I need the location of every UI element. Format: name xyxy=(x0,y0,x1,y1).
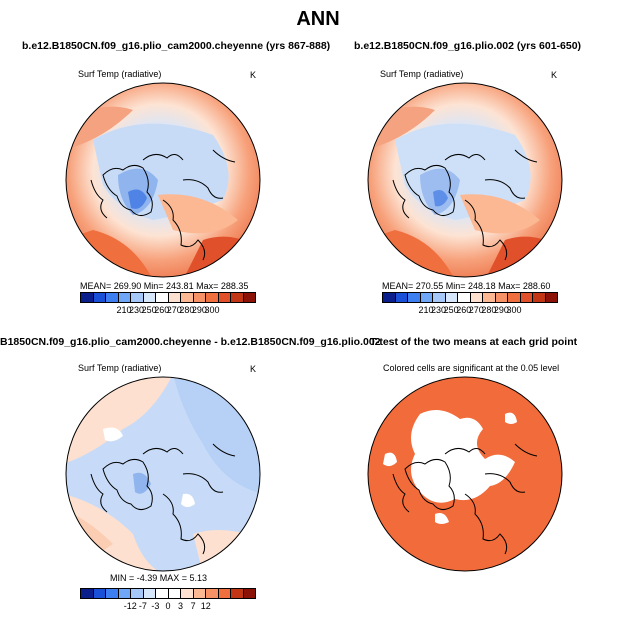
colorbar-swatch xyxy=(156,589,169,598)
colorbar-tick-label: 210 xyxy=(116,305,132,315)
panel-3-subtitle: Surf Temp (radiative) xyxy=(78,363,162,373)
colorbar-tick-label: 230 xyxy=(129,305,145,315)
colorbar-swatch xyxy=(408,293,421,302)
colorbar-swatch xyxy=(131,293,144,302)
panel-2-subtitle: Surf Temp (radiative) xyxy=(380,69,464,79)
colorbar-swatch xyxy=(206,293,219,302)
colorbar-swatch xyxy=(231,293,244,302)
colorbar-swatch xyxy=(106,589,119,598)
colorbar-swatch xyxy=(433,293,446,302)
colorbar-swatch xyxy=(420,293,433,302)
colorbar-swatch xyxy=(383,293,396,302)
panel-1-colorbar xyxy=(80,292,256,303)
colorbar-swatch xyxy=(445,293,458,302)
colorbar-tick-label: 280 xyxy=(179,305,195,315)
colorbar-swatch xyxy=(93,589,106,598)
panel-3-title: B1850CN.f09_g16.plio_cam2000.cheyenne - … xyxy=(0,336,381,348)
colorbar-tick-label: 260 xyxy=(456,305,472,315)
panel-3-units: K xyxy=(250,364,257,374)
colorbar-swatch xyxy=(168,293,181,302)
colorbar-swatch xyxy=(193,589,206,598)
colorbar-swatch xyxy=(545,293,557,302)
colorbar-swatch xyxy=(143,293,156,302)
colorbar-tick-label: 0 xyxy=(165,601,171,611)
colorbar-swatch xyxy=(118,589,131,598)
colorbar-swatch xyxy=(181,589,194,598)
colorbar-swatch xyxy=(131,589,144,598)
colorbar-swatch xyxy=(81,589,94,598)
colorbar-tick-label: 210 xyxy=(418,305,434,315)
panel-3-stats: MIN = -4.39 MAX = 5.13 xyxy=(110,573,208,583)
colorbar-swatch xyxy=(156,293,169,302)
colorbar-swatch xyxy=(495,293,508,302)
colorbar-tick-label: 270 xyxy=(166,305,182,315)
panel-3-polar-map xyxy=(65,376,261,572)
colorbar-swatch xyxy=(218,293,231,302)
colorbar-tick-label: 7 xyxy=(190,601,196,611)
colorbar-swatch xyxy=(243,589,255,598)
colorbar-swatch xyxy=(483,293,496,302)
colorbar-swatch xyxy=(193,293,206,302)
colorbar-swatch xyxy=(218,589,231,598)
colorbar-swatch xyxy=(470,293,483,302)
colorbar-tick-label: 12 xyxy=(200,601,211,611)
panel-2-colorbar xyxy=(382,292,558,303)
panel-2-units: K xyxy=(551,70,558,80)
panel-2-stats: MEAN= 270.55 Min= 248.18 Max= 288.60 xyxy=(382,281,551,291)
colorbar-swatch xyxy=(508,293,521,302)
colorbar-tick-label: 300 xyxy=(506,305,522,315)
colorbar-swatch xyxy=(231,589,244,598)
colorbar-swatch xyxy=(143,589,156,598)
colorbar-tick-label: 270 xyxy=(468,305,484,315)
panel-4-significance-map xyxy=(367,376,563,572)
panel-3-colorbar xyxy=(80,588,256,599)
panel-1-polar-map xyxy=(65,82,261,278)
colorbar-swatch xyxy=(81,293,94,302)
panel-1-stats: MEAN= 269.90 Min= 243.81 Max= 288.35 xyxy=(80,281,249,291)
panel-1-colorbar-ticks: 210 230 250 260 270 280 290 300 xyxy=(80,305,256,317)
colorbar-swatch xyxy=(243,293,255,302)
panel-2-colorbar-ticks: 210 230 250 260 270 280 290 300 xyxy=(382,305,558,317)
colorbar-tick-label: 250 xyxy=(443,305,459,315)
colorbar-tick-label: 260 xyxy=(154,305,170,315)
colorbar-tick-label: 300 xyxy=(204,305,220,315)
colorbar-tick-label: 230 xyxy=(431,305,447,315)
colorbar-tick-label: 3 xyxy=(178,601,184,611)
panel-1-units: K xyxy=(250,70,257,80)
colorbar-tick-label: 250 xyxy=(141,305,157,315)
colorbar-swatch xyxy=(206,589,219,598)
colorbar-tick-label: 290 xyxy=(493,305,509,315)
colorbar-swatch xyxy=(93,293,106,302)
colorbar-swatch xyxy=(118,293,131,302)
main-title: ANN xyxy=(296,8,340,30)
colorbar-swatch xyxy=(181,293,194,302)
colorbar-swatch xyxy=(395,293,408,302)
colorbar-tick-label: 280 xyxy=(481,305,497,315)
colorbar-tick-label: -12 xyxy=(123,601,137,611)
panel-1-subtitle: Surf Temp (radiative) xyxy=(78,69,162,79)
colorbar-swatch xyxy=(533,293,546,302)
colorbar-swatch xyxy=(106,293,119,302)
colorbar-swatch xyxy=(168,589,181,598)
panel-4-subtitle: Colored cells are significant at the 0.0… xyxy=(383,363,560,373)
panel-1-title: b.e12.B1850CN.f09_g16.plio_cam2000.cheye… xyxy=(22,40,331,52)
colorbar-tick-label: 290 xyxy=(191,305,207,315)
colorbar-swatch xyxy=(520,293,533,302)
panel-3-colorbar-ticks: -12 -7 -3 0 3 7 12 xyxy=(80,601,256,613)
colorbar-swatch xyxy=(458,293,471,302)
panel-4-title: T-test of the two means at each grid poi… xyxy=(370,336,578,348)
colorbar-tick-label: -3 xyxy=(151,601,160,611)
colorbar-tick-label: -7 xyxy=(138,601,147,611)
panel-2-polar-map xyxy=(367,82,563,278)
panel-2-title: b.e12.B1850CN.f09_g16.plio.002 (yrs 601-… xyxy=(354,40,582,52)
